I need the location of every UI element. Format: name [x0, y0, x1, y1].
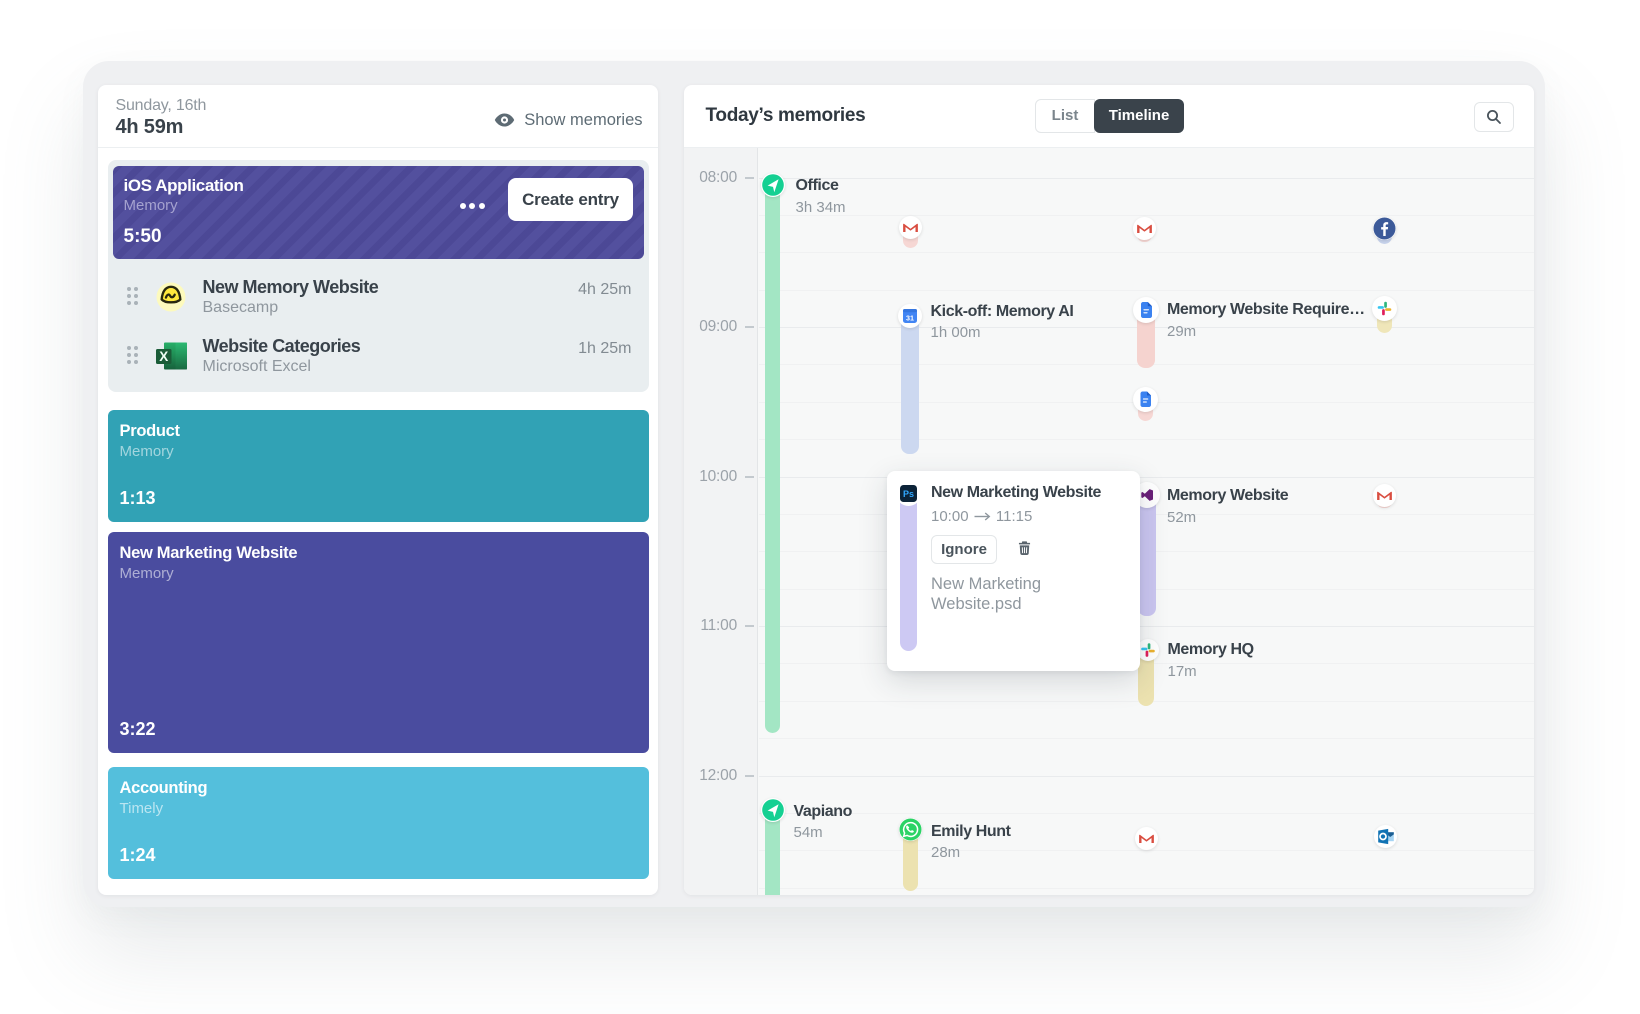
- svg-text:X: X: [159, 349, 168, 364]
- svg-text:Ps: Ps: [902, 489, 913, 499]
- svg-text:31: 31: [906, 313, 914, 322]
